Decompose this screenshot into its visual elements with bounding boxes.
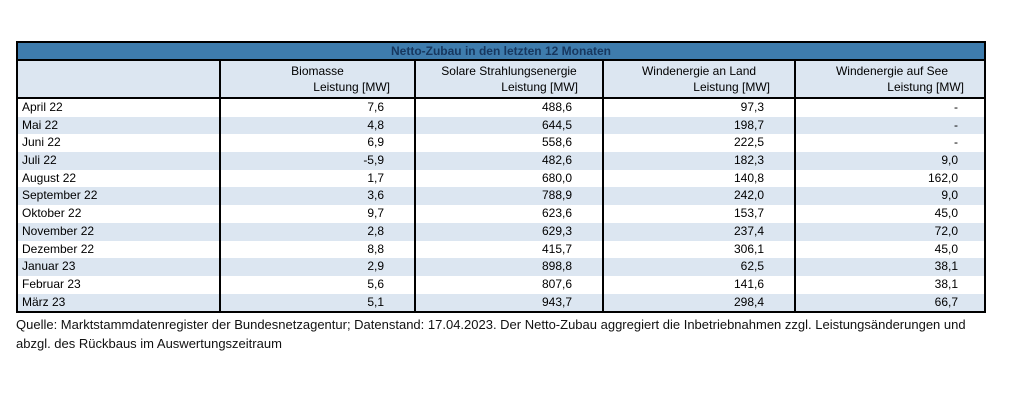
value-cell: 45,0 (794, 240, 988, 259)
value-cell: 9,0 (794, 152, 988, 170)
month-cell: Dezember 22 (22, 241, 95, 256)
value-cell: 9,0 (794, 187, 988, 206)
table-row: März 23 5,1 943,7 298,4 66,7 (18, 293, 984, 312)
value-cell: 2,8 (219, 222, 414, 241)
column-unit: Leistung [MW] (887, 80, 964, 94)
value-cell: 162,0 (794, 169, 988, 188)
header-cell-wind-land: Windenergie an Land Leistung [MW] (602, 61, 794, 97)
month-cell: November 22 (22, 223, 95, 238)
header-cell-solar: Solare Strahlungsenergie Leistung [MW] (414, 61, 602, 97)
table-row: Oktober 22 9,7 623,6 153,7 45,0 (18, 205, 984, 223)
value-cell: 943,7 (414, 293, 602, 312)
value-cell: 66,7 (794, 293, 988, 312)
value-cell: 306,1 (602, 240, 794, 259)
value-cell: 898,8 (414, 258, 602, 276)
month-cell: April 22 (22, 100, 63, 114)
column-unit: Leistung [MW] (501, 80, 578, 94)
value-cell: 198,7 (602, 116, 794, 135)
value-cell: - (794, 116, 988, 135)
value-cell: 629,3 (414, 222, 602, 241)
month-cell: Februar 23 (22, 276, 81, 291)
value-cell: 45,0 (794, 205, 988, 223)
value-cell: -5,9 (219, 152, 414, 170)
value-cell: 8,8 (219, 240, 414, 259)
netto-zubau-table: Netto-Zubau in den letzten 12 Monaten Bi… (16, 41, 986, 314)
value-cell: - (794, 134, 988, 153)
value-cell: 680,0 (414, 169, 602, 188)
value-cell: 222,5 (602, 134, 794, 153)
table-row: Juli 22 -5,9 482,6 182,3 9,0 (18, 152, 984, 170)
value-cell: 38,1 (794, 258, 988, 276)
month-cell: Juni 22 (22, 135, 61, 150)
table-body: April 22 7,6 488,6 97,3- Mai 22 4,8 644,5 198,7… (18, 99, 984, 312)
month-cell: Oktober 22 (22, 206, 82, 221)
table-row: September 22 3,6 788,9 242,0 9,0 (18, 187, 984, 206)
month-cell: September 22 (22, 188, 98, 203)
column-name: Windenergie auf See (835, 64, 949, 78)
value-cell: 4,8 (219, 116, 414, 135)
column-unit: Leistung [MW] (313, 80, 390, 94)
table-row: Dezember 22 8,8 415,7 306,1 45,0 (18, 240, 984, 259)
value-cell: 72,0 (794, 222, 988, 241)
source-note: Quelle: Marktstammdatenregister der Bund… (16, 317, 966, 351)
month-cell: Juli 22 (22, 153, 57, 168)
value-cell: 237,4 (602, 222, 794, 241)
table-title: Netto-Zubau in den letzten 12 Monaten (18, 43, 984, 61)
value-cell: 5,1 (219, 293, 414, 312)
value-cell: 1,7 (219, 169, 414, 188)
column-name: Biomasse (291, 64, 344, 78)
value-cell: 488,6 (414, 99, 602, 117)
header-cell-biomasse: Biomasse Leistung [MW] (219, 61, 414, 97)
value-cell: 7,6 (219, 99, 414, 117)
value-cell: 6,9 (219, 134, 414, 153)
value-cell: - (794, 99, 988, 117)
column-unit: Leistung [MW] (693, 80, 770, 94)
value-cell: 807,6 (414, 275, 602, 294)
value-cell: 5,6 (219, 275, 414, 294)
value-cell: 182,3 (602, 152, 794, 170)
table-row: Februar 23 5,6 807,6 141,6 38,1 (18, 275, 984, 294)
value-cell: 62,5 (602, 258, 794, 276)
value-cell: 644,5 (414, 116, 602, 135)
value-cell: 558,6 (414, 134, 602, 153)
value-cell: 140,8 (602, 169, 794, 188)
table-row: August 22 1,7 680,0 140,8 162,0 (18, 169, 984, 188)
value-cell: 38,1 (794, 275, 988, 294)
header-spacer-cell (18, 61, 219, 97)
table-header-row: Biomasse Leistung [MW] Solare Strahlungs… (18, 61, 984, 99)
value-cell: 2,9 (219, 258, 414, 276)
table-row: Mai 22 4,8 644,5 198,7- (18, 116, 984, 135)
table-row: April 22 7,6 488,6 97,3- (18, 99, 984, 117)
value-cell: 623,6 (414, 205, 602, 223)
table-row: Juni 22 6,9 558,6 222,5- (18, 134, 984, 153)
table-row: November 22 2,8 629,3 237,4 72,0 (18, 222, 984, 241)
table-row: Januar 23 2,9 898,8 62,5 38,1 (18, 258, 984, 276)
header-cell-wind-see: Windenergie auf See Leistung [MW] (794, 61, 988, 97)
column-name: Solare Strahlungsenergie (441, 64, 577, 78)
value-cell: 788,9 (414, 187, 602, 206)
value-cell: 242,0 (602, 187, 794, 206)
month-cell: Januar 23 (22, 259, 76, 274)
value-cell: 298,4 (602, 293, 794, 312)
month-cell: August 22 (22, 170, 77, 185)
column-name: Windenergie an Land (641, 64, 757, 78)
value-cell: 3,6 (219, 187, 414, 206)
value-cell: 9,7 (219, 205, 414, 223)
value-cell: 153,7 (602, 205, 794, 223)
month-cell: Mai 22 (22, 117, 59, 132)
month-cell: März 23 (22, 294, 66, 309)
value-cell: 141,6 (602, 275, 794, 294)
value-cell: 415,7 (414, 240, 602, 259)
value-cell: 97,3 (602, 99, 794, 117)
value-cell: 482,6 (414, 152, 602, 170)
